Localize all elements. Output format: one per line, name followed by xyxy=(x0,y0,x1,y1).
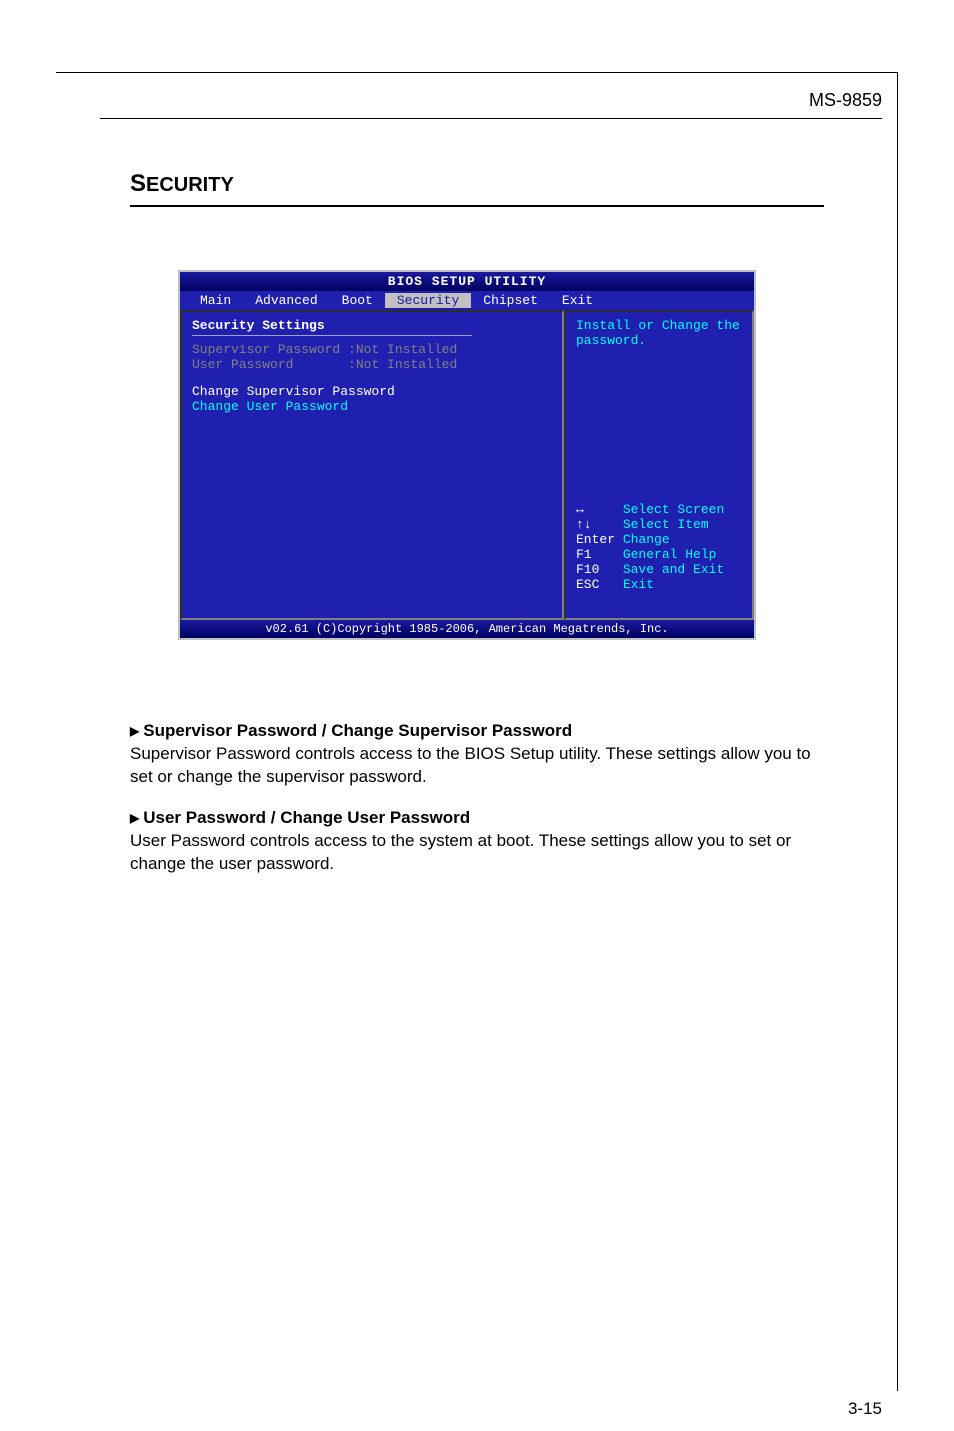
section-rule xyxy=(130,205,824,207)
key-help: F1 General Help xyxy=(576,547,742,562)
right-keys: ↔ Select Screen ↑↓ Select Item Enter Cha… xyxy=(576,502,742,612)
key-change-v: Change xyxy=(623,532,670,547)
header-model: MS-9859 xyxy=(809,90,882,111)
key-screen-k: ↔ xyxy=(576,502,615,517)
entry-user-text: User Password controls access to the sys… xyxy=(130,830,824,876)
key-change-k: Enter xyxy=(576,532,615,547)
bios-left-pane: Security Settings Supervisor Password :N… xyxy=(180,310,564,620)
entry-user-title-text: User Password / Change User Password xyxy=(143,808,470,827)
entry-supervisor-text: Supervisor Password controls access to t… xyxy=(130,743,824,789)
entry-supervisor-title-text: Supervisor Password / Change Supervisor … xyxy=(143,721,572,740)
key-help-k: F1 xyxy=(576,547,615,562)
bios-body: Security Settings Supervisor Password :N… xyxy=(180,310,754,620)
section-title-first: S xyxy=(130,170,146,197)
bios-title: BIOS SETUP UTILITY xyxy=(180,272,754,291)
key-exit-v: Exit xyxy=(623,577,654,592)
key-help-v: General Help xyxy=(623,547,717,562)
entry-supervisor-title: ▶ Supervisor Password / Change Supervisor… xyxy=(130,720,824,743)
key-screen-v: Select Screen xyxy=(623,502,724,517)
key-change: Enter Change xyxy=(576,532,742,547)
spacer xyxy=(192,372,552,384)
row-user-label: User Password xyxy=(192,357,340,372)
left-heading: Security Settings xyxy=(192,318,552,333)
item-change-user[interactable]: Change User Password xyxy=(192,399,552,414)
section-title-rest: ECURITY xyxy=(146,174,234,196)
key-save: F10 Save and Exit xyxy=(576,562,742,577)
bios-window: BIOS SETUP UTILITY Main Advanced Boot Se… xyxy=(178,270,756,640)
left-separator xyxy=(192,335,472,336)
key-exit: ESC Exit xyxy=(576,577,742,592)
right-help-text: Install or Change the password. xyxy=(576,318,742,348)
key-save-v: Save and Exit xyxy=(623,562,724,577)
tab-advanced[interactable]: Advanced xyxy=(243,293,329,308)
bios-footer: v02.61 (C)Copyright 1985-2006, American … xyxy=(180,620,754,638)
spacer xyxy=(576,592,742,612)
entry-user: ▶ User Password / Change User Password Us… xyxy=(130,807,824,876)
page-number: 3-15 xyxy=(848,1399,882,1419)
section-title: SECURITY xyxy=(130,170,234,198)
bios-tabs: Main Advanced Boot Security Chipset Exit xyxy=(180,291,754,310)
arrow-icon: ▶ xyxy=(130,724,139,738)
entry-user-title: ▶ User Password / Change User Password xyxy=(130,807,824,830)
tab-boot[interactable]: Boot xyxy=(330,293,385,308)
key-item-k: ↑↓ xyxy=(576,517,615,532)
item-change-supervisor[interactable]: Change Supervisor Password xyxy=(192,384,552,399)
row-supervisor-value: :Not Installed xyxy=(348,342,457,357)
header-rule xyxy=(100,118,882,119)
key-item: ↑↓ Select Item xyxy=(576,517,742,532)
key-save-k: F10 xyxy=(576,562,615,577)
arrow-icon: ▶ xyxy=(130,811,139,825)
key-item-v: Select Item xyxy=(623,517,709,532)
tab-security[interactable]: Security xyxy=(385,293,471,308)
tab-exit[interactable]: Exit xyxy=(550,293,605,308)
row-supervisor: Supervisor Password :Not Installed xyxy=(192,342,552,357)
entry-supervisor: ▶ Supervisor Password / Change Supervisor… xyxy=(130,720,824,789)
row-supervisor-label: Supervisor Password xyxy=(192,342,340,357)
tab-chipset[interactable]: Chipset xyxy=(471,293,550,308)
tab-main[interactable]: Main xyxy=(188,293,243,308)
bios-right-pane: Install or Change the password. ↔ Select… xyxy=(564,310,754,620)
body-text: ▶ Supervisor Password / Change Supervisor… xyxy=(130,720,824,894)
row-user-value: :Not Installed xyxy=(348,357,457,372)
key-exit-k: ESC xyxy=(576,577,615,592)
row-user: User Password :Not Installed xyxy=(192,357,552,372)
key-screen: ↔ Select Screen xyxy=(576,502,742,517)
